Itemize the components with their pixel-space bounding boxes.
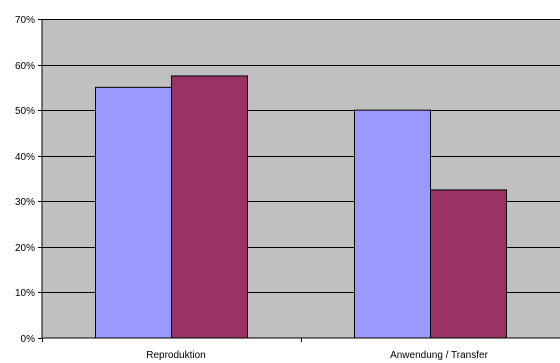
y-tick-label: 40% xyxy=(15,152,35,163)
x-axis-ticks xyxy=(42,338,302,342)
y-tick-label: 20% xyxy=(15,243,35,254)
y-axis-ticks: 0% 10% 20% 30% 40% 50% 60% 70% xyxy=(15,15,42,345)
y-tick-label: 0% xyxy=(21,334,36,345)
y-tick-label: 30% xyxy=(15,197,35,208)
y-tick-label: 10% xyxy=(15,288,35,299)
y-tick-label: 70% xyxy=(15,15,35,26)
bar xyxy=(95,86,172,339)
category-label: Anwendung / Transfer xyxy=(390,350,489,361)
bar xyxy=(354,109,431,339)
bar xyxy=(430,189,507,339)
category-label: Reproduktion xyxy=(146,350,205,361)
y-tick-label: 50% xyxy=(15,106,35,117)
y-tick-label: 60% xyxy=(15,61,35,72)
bar xyxy=(171,75,248,339)
